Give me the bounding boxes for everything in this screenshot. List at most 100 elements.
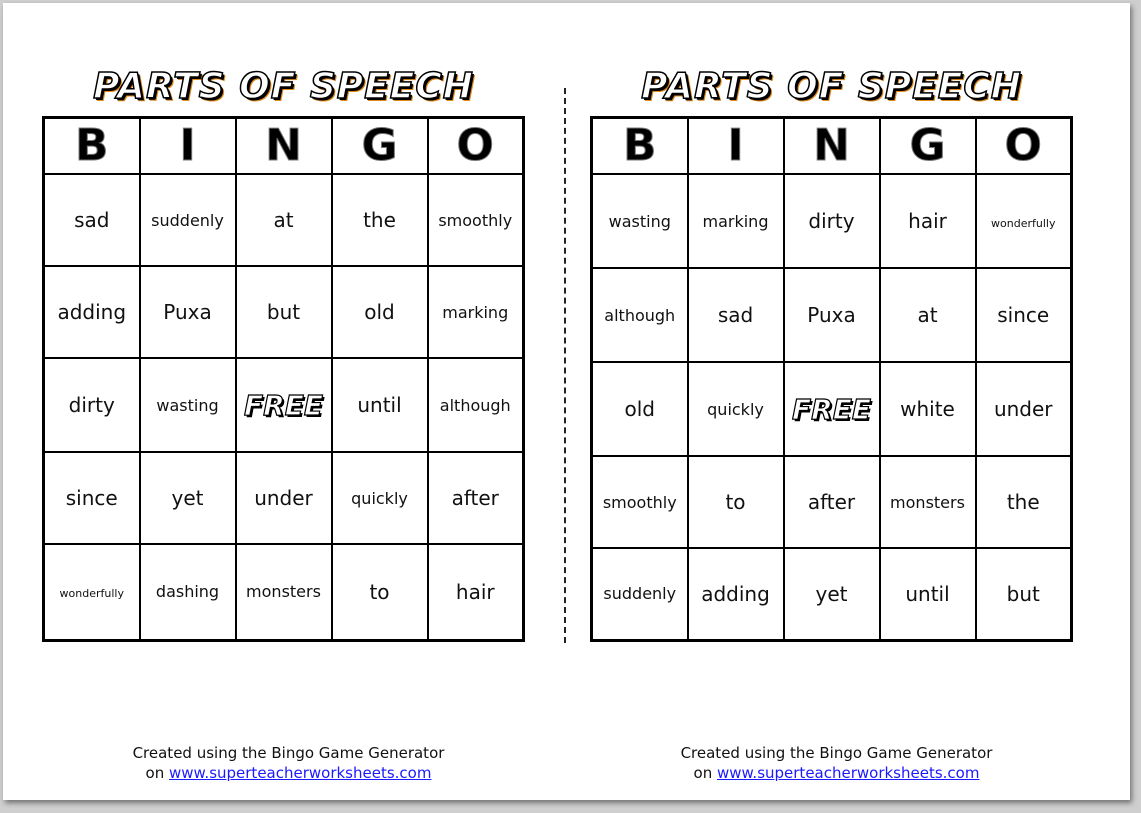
bingo-cell: the [974, 455, 1073, 549]
cell-word: at [273, 208, 294, 232]
free-label: FREE [791, 392, 871, 426]
bingo-cell: but [974, 547, 1073, 641]
grid-row: since yet under quickly after [42, 451, 525, 545]
grid-row: wasting marking dirty hair wonderfully [590, 173, 1073, 269]
cell-word: marking [702, 211, 769, 231]
cell-word: wonderfully [59, 587, 124, 601]
header-letter: N [234, 116, 333, 175]
cell-word: to [369, 579, 390, 604]
bingo-cell: hair [426, 543, 525, 641]
bingo-cell: dirty [782, 173, 881, 269]
bingo-cell: yet [138, 451, 237, 545]
grid-row: old quickly FREE white under [590, 361, 1073, 457]
bingo-cell: quickly [330, 451, 429, 545]
bingo-cell: yet [782, 547, 881, 641]
bingo-cell: monsters [234, 543, 333, 641]
bingo-cell: the [330, 173, 429, 267]
cell-word: adding [701, 581, 770, 606]
cell-word: monsters [246, 582, 321, 602]
bingo-cell: adding [686, 547, 785, 641]
cut-line [564, 88, 566, 643]
bingo-cell: to [330, 543, 429, 641]
cell-word: although [604, 305, 676, 325]
cell-word: hair [908, 209, 947, 233]
bingo-cell: marking [686, 173, 785, 269]
bingo-cell: smoothly [426, 173, 525, 267]
website-link[interactable]: www.superteacherworksheets.com [169, 764, 432, 782]
header-letter: G [878, 116, 977, 175]
cell-word: after [807, 490, 856, 514]
bingo-cell: hair [878, 173, 977, 269]
bingo-cell: Puxa [782, 267, 881, 363]
free-space: FREE [782, 361, 881, 457]
cell-word: adding [57, 300, 127, 324]
footer-line: Created using the Bingo Game Generator [680, 744, 993, 762]
bingo-cell: sad [42, 173, 141, 267]
cell-word: suddenly [151, 210, 224, 230]
bingo-cell: dashing [138, 543, 237, 641]
cell-word: dashing [155, 582, 220, 602]
cell-word: old [624, 397, 656, 421]
grid-row: wonderfully dashing monsters to hair [42, 543, 525, 641]
header-letter: N [782, 116, 881, 175]
cell-word: at [917, 303, 938, 327]
cell-word: but [1006, 581, 1040, 606]
bingo-cell: wasting [590, 173, 689, 269]
bingo-cell: since [974, 267, 1073, 363]
bingo-cell: until [878, 547, 977, 641]
header-letter: I [686, 116, 785, 175]
cell-word: dirty [68, 393, 115, 417]
website-link[interactable]: www.superteacherworksheets.com [717, 764, 980, 782]
cell-word: Puxa [807, 303, 856, 327]
bingo-cell: since [42, 451, 141, 545]
header-letter: O [426, 116, 525, 175]
bingo-cell: white [878, 361, 977, 457]
cell-word: quickly [707, 399, 764, 419]
bingo-cell: adding [42, 265, 141, 359]
cell-word: sad [74, 208, 110, 232]
bingo-cell: old [590, 361, 689, 457]
cell-word: quickly [351, 488, 408, 508]
grid-row: adding Puxa but old marking [42, 265, 525, 359]
free-label: FREE [243, 388, 323, 422]
cell-word: marking [442, 302, 509, 322]
footer-on: on [693, 764, 713, 782]
grid-row: dirty wasting FREE until although [42, 357, 525, 453]
bingo-cell: although [426, 357, 525, 453]
bingo-cell: quickly [686, 361, 785, 457]
bingo-cell: marking [426, 265, 525, 359]
cell-word: under [993, 397, 1053, 421]
cell-word: until [905, 581, 950, 606]
card-title: PARTS OF SPEECH [640, 65, 1022, 108]
bingo-cell: at [234, 173, 333, 267]
cell-word: hair [455, 579, 495, 604]
cell-word: sad [717, 303, 754, 327]
grid-row: smoothly to after monsters the [590, 455, 1073, 549]
cell-word: wonderfully [991, 216, 1056, 230]
cell-word: until [357, 393, 402, 417]
cell-word: after [451, 486, 499, 510]
cell-word: white [900, 397, 955, 421]
bingo-cell: smoothly [590, 455, 689, 549]
cell-word: monsters [890, 492, 965, 512]
bingo-cell: suddenly [590, 547, 689, 641]
bingo-cell: until [330, 357, 429, 453]
bingo-cell: although [590, 267, 689, 363]
bingo-cell: after [782, 455, 881, 549]
bingo-cell: old [330, 265, 429, 359]
cell-word: suddenly [603, 584, 677, 604]
cell-word: under [254, 486, 313, 510]
cell-word: Puxa [163, 300, 212, 324]
cell-word: to [725, 490, 746, 514]
header-letter: B [590, 116, 689, 175]
cell-word: wasting [156, 395, 219, 415]
footer-credit: Created using the Bingo Game Generator on… [595, 743, 1078, 783]
cell-word: smoothly [438, 210, 513, 230]
cell-word: dirty [808, 209, 855, 233]
grid-row: sad suddenly at the smoothly [42, 173, 525, 267]
bingo-cell: under [974, 361, 1073, 457]
